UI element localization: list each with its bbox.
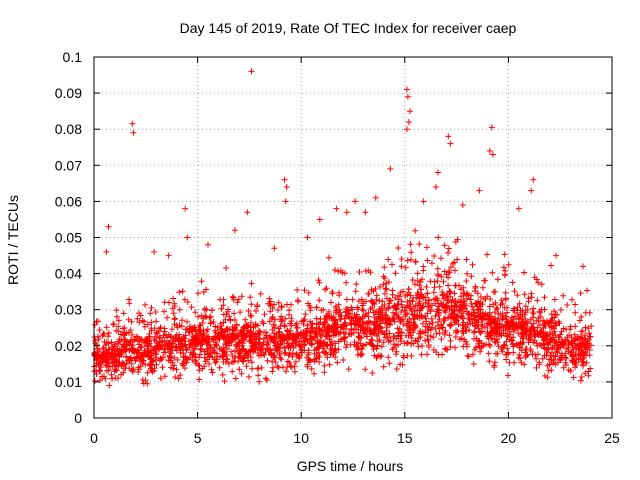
x-tick-label: 25 [604,430,620,446]
y-tick-label: 0.06 [55,193,82,209]
y-tick-label: 0.03 [55,302,82,318]
grid-lines [94,57,612,418]
x-tick-label: 0 [90,430,98,446]
y-axis-label: ROTI / TECUs [5,195,21,285]
y-tick-label: 0.1 [63,49,83,65]
x-tick-labels: 0 5 10 15 20 25 [90,430,620,446]
y-tick-label: 0.07 [55,157,82,173]
y-tick-label: 0.09 [55,85,82,101]
x-axis-label: GPS time / hours [297,458,404,474]
x-tick-label: 15 [397,430,413,446]
y-tick-label: 0.04 [55,266,82,282]
y-tick-label: 0.05 [55,230,82,246]
x-tick-label: 20 [501,430,517,446]
y-tick-label: 0.02 [55,338,82,354]
y-tick-label: 0.08 [55,121,82,137]
y-tick-label: 0 [74,410,82,426]
x-tick-label: 10 [293,430,309,446]
y-tick-labels: 0 0.01 0.02 0.03 0.04 0.05 0.06 0.07 0.08 0.09 0.1 [55,49,82,426]
x-tick-label: 5 [194,430,202,446]
roti-series-points [91,68,595,389]
y-tick-label: 0.01 [55,374,82,390]
chart-title: Day 145 of 2019, Rate Of TEC Index for r… [180,20,517,36]
data-points [91,68,595,389]
axis-ticks [93,56,613,419]
